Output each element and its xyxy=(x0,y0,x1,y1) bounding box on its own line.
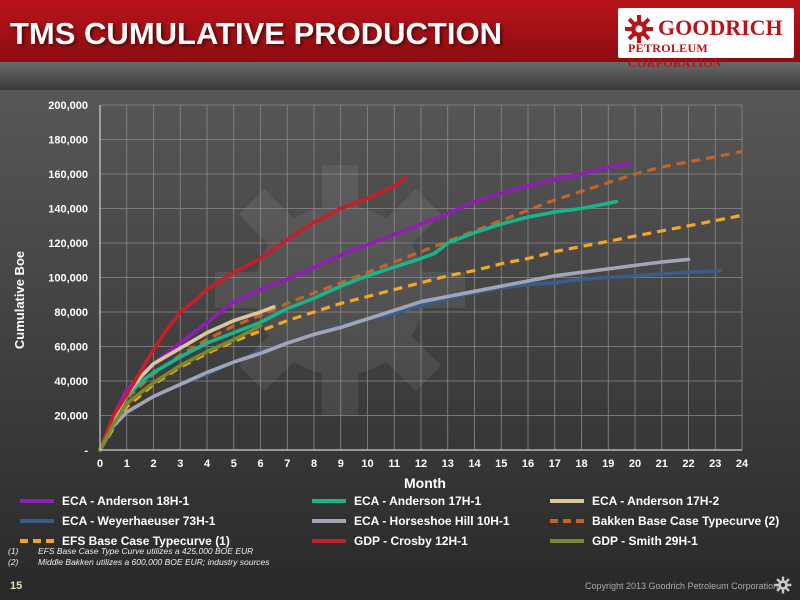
y-tick-label: 160,000 xyxy=(48,169,88,181)
footnote-text: EFS Base Case Type Curve utilizes a 425,… xyxy=(38,546,254,556)
x-tick-label: 24 xyxy=(736,458,749,470)
x-tick-label: 6 xyxy=(257,458,263,470)
x-tick-label: 9 xyxy=(338,458,344,470)
legend-label: Bakken Base Case Typecurve (2) xyxy=(592,514,780,528)
x-tick-label: 8 xyxy=(311,458,317,470)
legend-label: ECA - Horseshoe Hill 10H-1 xyxy=(354,514,510,528)
x-tick-label: 21 xyxy=(656,458,668,470)
gear-icon xyxy=(774,576,792,594)
x-tick-label: 7 xyxy=(284,458,290,470)
x-tick-label: 0 xyxy=(97,458,103,470)
y-tick-label: 60,000 xyxy=(54,342,88,354)
x-tick-label: 11 xyxy=(388,458,400,470)
x-tick-label: 1 xyxy=(124,458,130,470)
x-tick-label: 10 xyxy=(361,458,373,470)
series-line-gdp-crosby-12h-1 xyxy=(98,175,407,452)
x-tick-label: 17 xyxy=(549,458,561,470)
y-tick-label: 100,000 xyxy=(48,273,88,285)
legend-item: GDP - Crosby 12H-1 xyxy=(310,532,468,550)
legend-swatch xyxy=(550,499,584,503)
legend-swatch xyxy=(312,499,346,503)
copyright-text: Copyright 2013 Goodrich Petroleum Corpor… xyxy=(585,581,779,591)
legend-swatch xyxy=(550,539,584,543)
x-tick-label: 18 xyxy=(575,458,587,470)
legend-item: ECA - Anderson 17H-1 xyxy=(310,492,481,510)
y-tick-label: - xyxy=(84,445,88,457)
legend-swatch xyxy=(550,519,584,523)
footnote-number: (1) xyxy=(8,546,19,556)
y-axis-label: Cumulative Boe xyxy=(12,251,27,349)
legend-label: ECA - Anderson 17H-2 xyxy=(592,494,720,508)
legend-item: Bakken Base Case Typecurve (2) xyxy=(548,512,779,530)
footer-bar: 15 Copyright 2013 Goodrich Petroleum Cor… xyxy=(0,572,800,600)
x-tick-label: 14 xyxy=(468,458,481,470)
footnotes: (1) EFS Base Case Type Curve utilizes a … xyxy=(8,546,270,568)
footnote-text: Middle Bakken utilizes a 600,000 BOE EUR… xyxy=(38,557,270,567)
chart-legend: ECA - Anderson 18H-1 ECA - Anderson 17H-1… xyxy=(18,492,798,548)
logo-name: GOODRICH xyxy=(658,15,783,40)
x-tick-label: 13 xyxy=(442,458,454,470)
legend-item: EFS Base Case Typecurve (1) xyxy=(18,532,230,550)
legend-swatch xyxy=(20,539,54,543)
legend-swatch xyxy=(20,499,54,503)
legend-label: GDP - Smith 29H-1 xyxy=(592,534,698,548)
y-tick-label: 140,000 xyxy=(48,204,88,216)
legend-item: GDP - Smith 29H-1 xyxy=(548,532,698,550)
footnote-2: (2) Middle Bakken utilizes a 600,000 BOE… xyxy=(8,557,270,568)
x-axis-label: Month xyxy=(404,475,446,490)
series-line-eca-anderson-17h-1 xyxy=(98,199,619,452)
y-tick-label: 180,000 xyxy=(48,135,88,147)
legend-label: ECA - Anderson 18H-1 xyxy=(62,494,190,508)
x-tick-label: 15 xyxy=(495,458,507,470)
legend-item: ECA - Anderson 18H-1 xyxy=(18,492,189,510)
y-tick-label: 80,000 xyxy=(54,307,88,319)
legend-item: ECA - Horseshoe Hill 10H-1 xyxy=(310,512,510,530)
legend-swatch xyxy=(312,519,346,523)
page-number: 15 xyxy=(10,580,23,592)
x-tick-label: 2 xyxy=(150,458,156,470)
series-line-efs-base-case-typecurve-1 xyxy=(98,213,743,451)
legend-label: ECA - Anderson 17H-1 xyxy=(354,494,482,508)
x-tick-label: 12 xyxy=(415,458,427,470)
legend-swatch xyxy=(20,519,54,523)
watermark-gear-icon xyxy=(215,165,465,415)
x-tick-label: 4 xyxy=(204,458,211,470)
chart-background xyxy=(0,90,800,570)
company-logo: GOODRICH PETROLEUM CORPORATION xyxy=(618,8,794,70)
gear-logo-icon xyxy=(625,15,653,43)
y-tick-label: 20,000 xyxy=(54,411,88,423)
x-tick-label: 20 xyxy=(629,458,641,470)
y-tick-label: 200,000 xyxy=(48,100,88,112)
footnote-1: (1) EFS Base Case Type Curve utilizes a … xyxy=(8,546,270,557)
legend-item: ECA - Anderson 17H-2 xyxy=(548,492,719,510)
x-tick-label: 3 xyxy=(177,458,183,470)
logo-subtitle: PETROLEUM CORPORATION xyxy=(628,41,722,70)
legend-label: EFS Base Case Typecurve (1) xyxy=(62,534,230,548)
title-bar-shadow xyxy=(0,62,800,90)
footnote-number: (2) xyxy=(8,557,19,567)
series-line-eca-horseshoe-hill-10h-1 xyxy=(98,257,691,452)
x-tick-label: 16 xyxy=(522,458,534,470)
x-tick-label: 5 xyxy=(231,458,237,470)
y-tick-label: 120,000 xyxy=(48,238,88,250)
y-tick-label: 40,000 xyxy=(54,376,88,388)
legend-label: ECA - Weyerhaeuser 73H-1 xyxy=(62,514,216,528)
x-tick-label: 19 xyxy=(602,458,614,470)
legend-label: GDP - Crosby 12H-1 xyxy=(354,534,468,548)
series-line-gdp-smith-29h-1 xyxy=(98,324,263,452)
cumulative-production-chart: - 20,000 40,000 60,000 80,000 100,000 120,000 1… xyxy=(12,100,749,490)
x-tick-label: 22 xyxy=(682,458,694,470)
page-title: TMS CUMULATIVE PRODUCTION xyxy=(10,16,502,51)
legend-item: ECA - Weyerhaeuser 73H-1 xyxy=(18,512,215,530)
series-line-bakken-base-case-typecurve-2 xyxy=(98,150,743,451)
x-tick-label: 23 xyxy=(709,458,721,470)
legend-swatch xyxy=(312,539,346,543)
